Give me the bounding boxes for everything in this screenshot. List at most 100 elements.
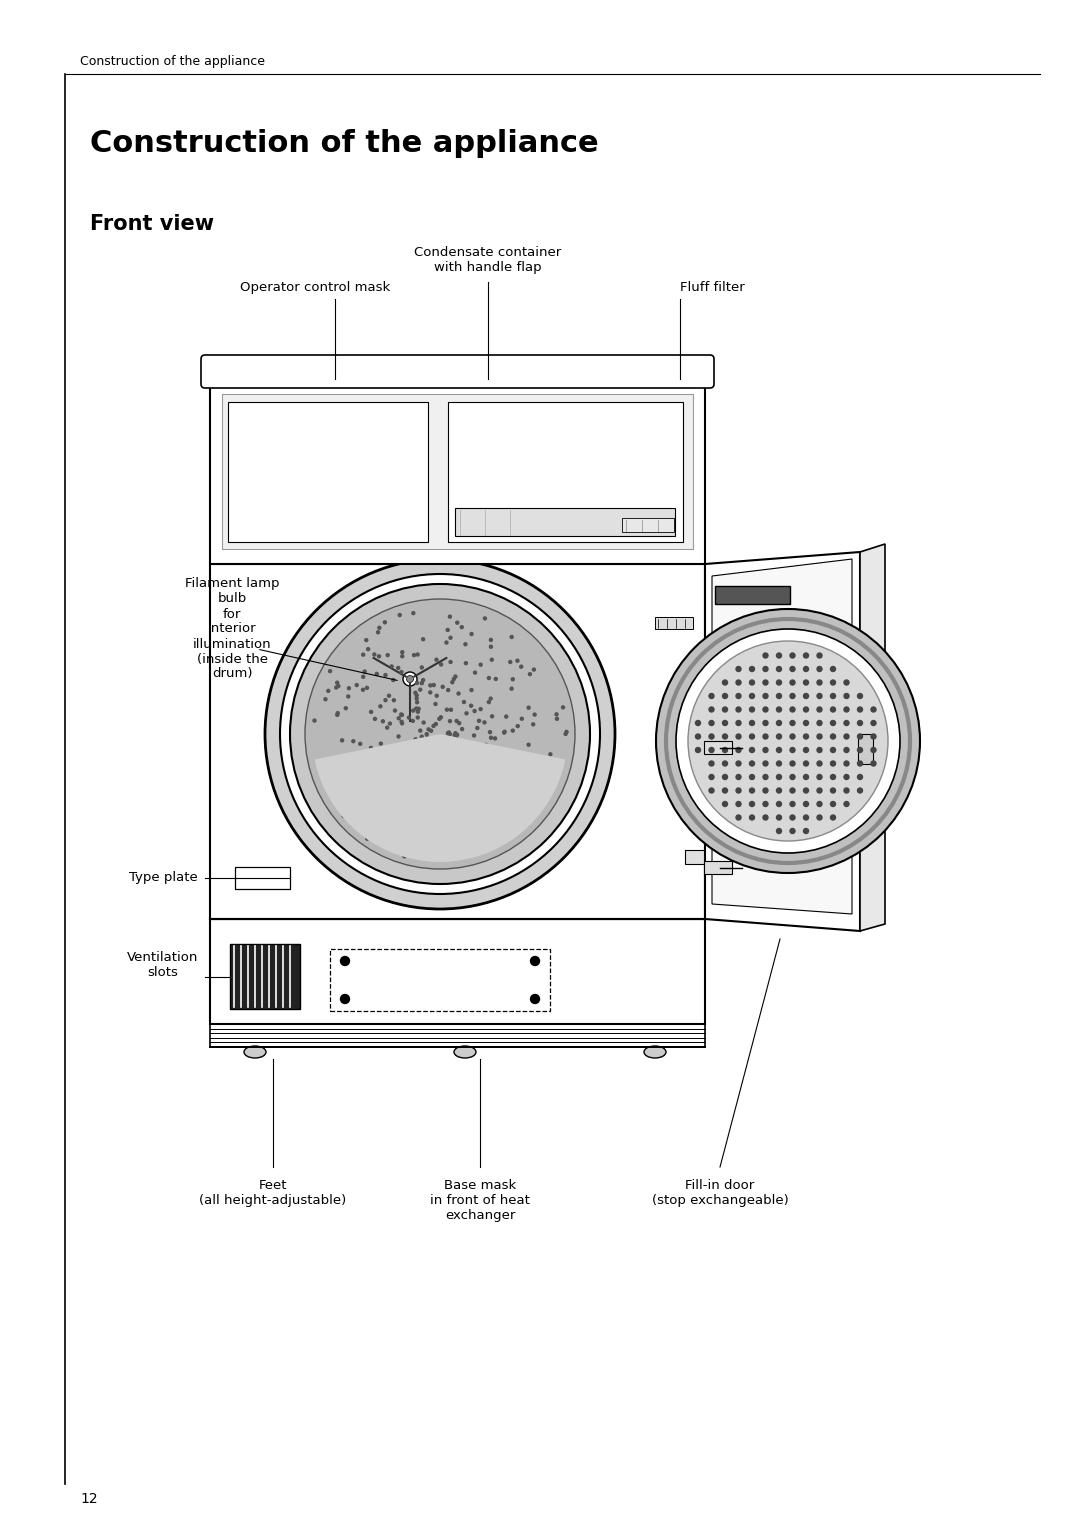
Circle shape xyxy=(453,677,456,680)
Circle shape xyxy=(750,815,755,820)
Circle shape xyxy=(858,734,863,739)
Circle shape xyxy=(355,683,359,687)
Circle shape xyxy=(555,717,558,720)
Circle shape xyxy=(454,674,457,677)
Circle shape xyxy=(420,667,423,670)
Circle shape xyxy=(426,771,429,774)
Circle shape xyxy=(457,798,460,801)
Circle shape xyxy=(377,631,379,635)
Circle shape xyxy=(804,680,809,685)
Circle shape xyxy=(410,836,414,839)
Circle shape xyxy=(489,737,492,739)
Circle shape xyxy=(750,720,755,725)
Circle shape xyxy=(735,775,741,780)
Circle shape xyxy=(476,752,478,755)
Circle shape xyxy=(426,732,428,735)
Circle shape xyxy=(489,645,492,648)
Circle shape xyxy=(417,711,419,713)
Circle shape xyxy=(411,612,415,615)
Circle shape xyxy=(656,609,920,873)
Circle shape xyxy=(490,774,494,777)
Circle shape xyxy=(501,755,504,758)
Circle shape xyxy=(422,722,426,725)
Circle shape xyxy=(870,720,876,725)
Circle shape xyxy=(843,680,849,685)
Circle shape xyxy=(777,829,782,833)
Circle shape xyxy=(352,740,355,743)
Circle shape xyxy=(750,801,755,806)
Circle shape xyxy=(735,761,741,766)
Circle shape xyxy=(858,775,863,780)
Circle shape xyxy=(454,732,457,735)
Circle shape xyxy=(688,641,888,841)
Circle shape xyxy=(414,691,417,694)
Circle shape xyxy=(438,809,442,810)
Circle shape xyxy=(464,642,467,645)
Circle shape xyxy=(789,734,795,739)
Circle shape xyxy=(374,823,377,826)
Text: Ventilation
slots: Ventilation slots xyxy=(126,951,198,979)
Circle shape xyxy=(414,739,417,740)
Circle shape xyxy=(437,717,441,720)
Circle shape xyxy=(750,694,755,699)
Circle shape xyxy=(510,636,513,639)
Circle shape xyxy=(447,731,450,734)
Circle shape xyxy=(831,680,836,685)
Circle shape xyxy=(789,787,795,794)
Circle shape xyxy=(505,766,509,769)
Circle shape xyxy=(427,787,430,789)
Circle shape xyxy=(413,743,416,746)
Circle shape xyxy=(490,714,494,717)
Text: 12: 12 xyxy=(80,1492,97,1506)
Circle shape xyxy=(426,735,429,739)
Circle shape xyxy=(816,801,822,806)
Circle shape xyxy=(870,748,876,752)
Circle shape xyxy=(356,798,360,801)
Circle shape xyxy=(449,636,453,639)
Circle shape xyxy=(723,694,728,699)
Circle shape xyxy=(539,764,542,768)
Bar xyxy=(210,379,705,564)
Circle shape xyxy=(426,820,429,823)
Circle shape xyxy=(401,800,404,803)
Circle shape xyxy=(804,829,809,833)
Circle shape xyxy=(831,694,836,699)
Circle shape xyxy=(407,716,410,719)
Circle shape xyxy=(401,654,404,657)
Circle shape xyxy=(816,694,822,699)
Circle shape xyxy=(381,720,384,723)
Circle shape xyxy=(549,752,552,755)
Circle shape xyxy=(438,748,442,751)
Circle shape xyxy=(383,621,387,624)
Circle shape xyxy=(359,742,362,745)
Circle shape xyxy=(399,613,402,616)
Circle shape xyxy=(460,728,463,731)
Circle shape xyxy=(789,720,795,725)
Circle shape xyxy=(519,665,523,668)
Circle shape xyxy=(804,734,809,739)
Circle shape xyxy=(470,830,473,833)
Circle shape xyxy=(762,801,768,806)
Circle shape xyxy=(432,740,435,743)
Circle shape xyxy=(376,673,378,676)
Circle shape xyxy=(870,734,876,739)
Circle shape xyxy=(366,648,369,651)
Bar xyxy=(210,919,705,1024)
Circle shape xyxy=(401,722,404,725)
Circle shape xyxy=(762,653,768,657)
Circle shape xyxy=(427,728,430,731)
Circle shape xyxy=(420,735,423,739)
Circle shape xyxy=(816,653,822,657)
Circle shape xyxy=(843,720,849,725)
Circle shape xyxy=(465,751,468,754)
Circle shape xyxy=(457,795,460,798)
Circle shape xyxy=(328,670,332,673)
Circle shape xyxy=(445,641,448,644)
Circle shape xyxy=(340,739,343,742)
Circle shape xyxy=(816,706,822,713)
Circle shape xyxy=(407,852,410,855)
Circle shape xyxy=(447,745,450,748)
Circle shape xyxy=(789,667,795,671)
Bar xyxy=(718,852,726,862)
Polygon shape xyxy=(712,560,852,914)
